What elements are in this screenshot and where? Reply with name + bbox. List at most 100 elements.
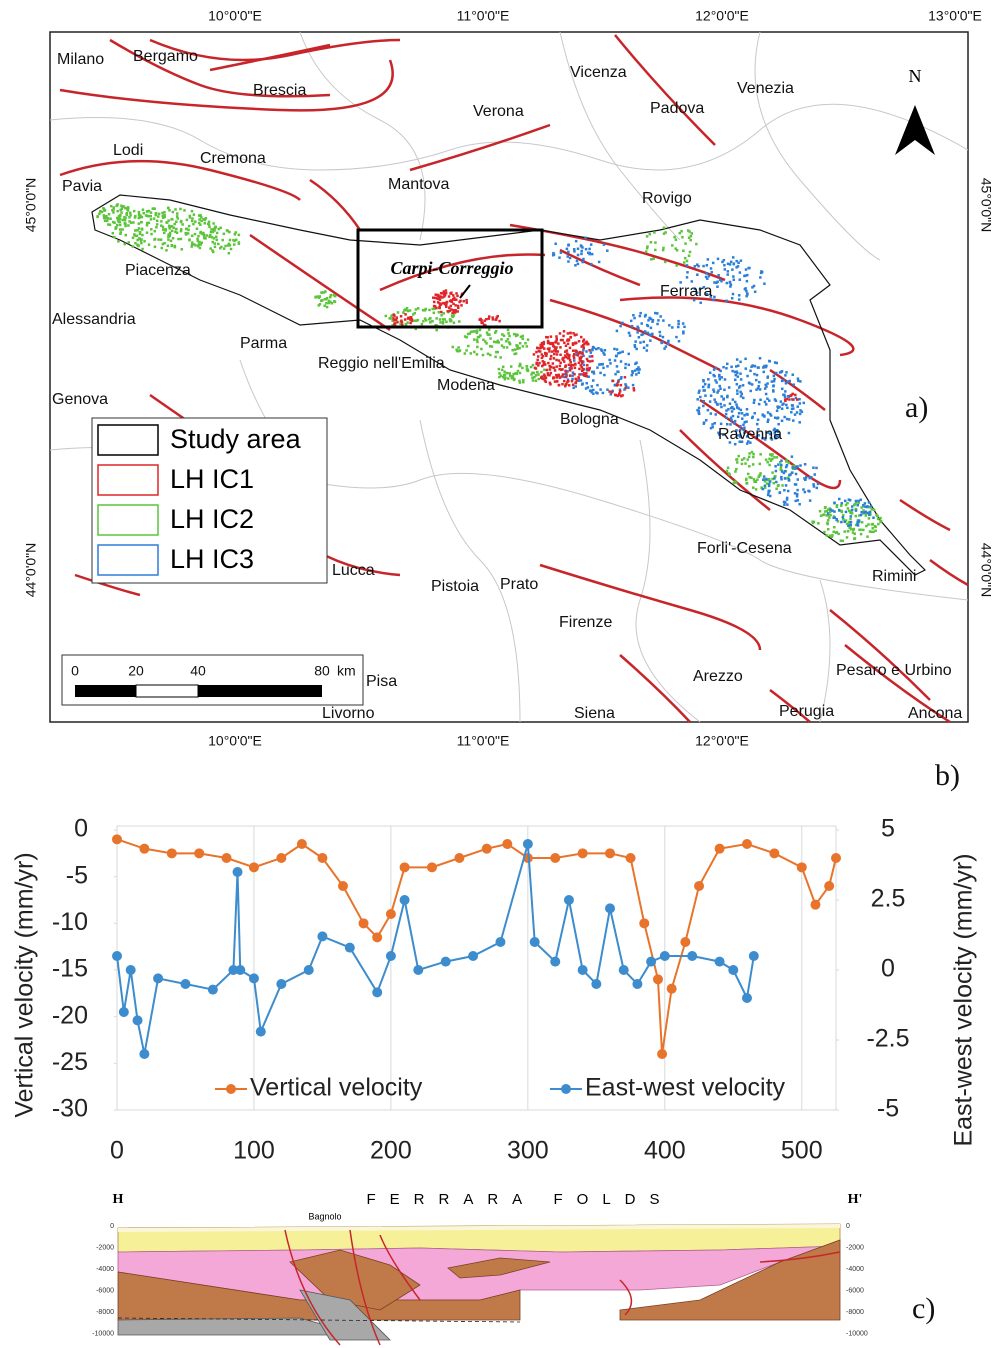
- scatterer: [506, 328, 510, 332]
- scatterer: [841, 516, 845, 519]
- scatterer: [686, 271, 689, 274]
- scatterer: [831, 534, 834, 537]
- scatterer: [794, 466, 798, 470]
- scatterer: [793, 413, 797, 416]
- leader-line: [459, 284, 471, 299]
- scatterer: [848, 520, 851, 524]
- scatterer: [446, 310, 449, 313]
- scatterer: [581, 351, 584, 354]
- scatterer: [685, 276, 689, 279]
- scatterer: [438, 298, 442, 301]
- scatterer: [404, 323, 408, 326]
- scatterer: [720, 376, 724, 379]
- scatterer: [564, 344, 568, 347]
- scatterer: [128, 220, 131, 223]
- scatterer: [573, 362, 577, 366]
- scatterer: [505, 371, 509, 375]
- scatterer: [754, 480, 758, 483]
- scatterer: [751, 415, 755, 419]
- scatterer: [767, 489, 770, 493]
- legend-label: Vertical velocity: [250, 1074, 423, 1102]
- scatterer: [596, 366, 599, 369]
- scatterer: [783, 393, 786, 397]
- scatterer: [434, 293, 437, 296]
- scatterer: [699, 301, 702, 305]
- scatterer: [696, 273, 699, 276]
- scatterer: [831, 509, 834, 512]
- scatterer: [161, 225, 165, 229]
- place-label: Venezia: [737, 80, 794, 97]
- scatterer: [488, 315, 491, 318]
- scatterer: [624, 384, 628, 388]
- scatterer: [548, 368, 552, 371]
- scatterer: [796, 478, 800, 481]
- scatterer: [722, 397, 725, 400]
- scatterer: [454, 308, 457, 312]
- scatterer: [558, 364, 562, 368]
- scatterer: [602, 351, 605, 355]
- scatterer: [716, 391, 719, 394]
- scatterer: [546, 341, 550, 345]
- scatterer: [575, 333, 578, 336]
- x-tick-label: 200: [370, 1137, 412, 1165]
- scatterer: [513, 377, 516, 381]
- scatterer: [106, 217, 110, 220]
- scatterer: [518, 342, 522, 345]
- scatterer: [701, 385, 705, 389]
- scatterer: [662, 232, 666, 235]
- inset-box: [356, 228, 544, 329]
- data-point: [680, 937, 691, 947]
- scatterer: [674, 247, 677, 250]
- scatterer: [457, 346, 460, 349]
- scatterer: [774, 429, 777, 433]
- y-axis-title: Vertical velocity (mm/yr): [11, 852, 39, 1117]
- scatterer: [656, 322, 659, 326]
- scatterer: [384, 314, 388, 318]
- scatterer: [723, 268, 727, 271]
- scatterer: [168, 234, 172, 238]
- scatterer: [796, 398, 799, 401]
- scatterer: [407, 316, 410, 320]
- scatterer: [716, 280, 719, 284]
- scatterer: [442, 295, 446, 298]
- scatterer: [874, 529, 877, 532]
- scatterer: [190, 245, 193, 248]
- scatterer: [135, 234, 139, 238]
- scatterer: [717, 389, 720, 392]
- scatterer: [731, 369, 734, 373]
- scatterer: [481, 321, 484, 325]
- scatterer: [795, 411, 799, 414]
- scatterer: [627, 386, 630, 389]
- scatterer: [573, 372, 576, 376]
- scatterer: [484, 340, 487, 343]
- scatterer: [128, 216, 131, 219]
- scatterer: [500, 368, 504, 372]
- scatterer: [728, 263, 732, 266]
- scatterer: [209, 230, 213, 234]
- scatterer: [580, 252, 583, 256]
- depth-label: -10000: [846, 1330, 868, 1337]
- scatterer: [671, 326, 674, 329]
- scatterer: [129, 221, 133, 224]
- scatterer: [569, 335, 573, 339]
- scatterer: [807, 489, 810, 493]
- scatterer: [601, 363, 604, 366]
- scatterer: [476, 345, 479, 349]
- scatterer: [785, 397, 789, 401]
- scatterer: [455, 348, 458, 352]
- scatterer: [572, 352, 576, 356]
- scatterer: [826, 519, 830, 522]
- scatterer: [735, 403, 738, 406]
- scatterer: [323, 304, 326, 307]
- scatterer: [518, 379, 521, 383]
- scatterer: [743, 431, 746, 434]
- scatterer: [511, 375, 514, 378]
- scatterer: [649, 326, 653, 330]
- scatterer: [571, 377, 574, 381]
- scatterer: [599, 363, 602, 366]
- scatterer: [435, 328, 438, 332]
- scatterer: [738, 440, 741, 443]
- scatterer: [171, 210, 175, 214]
- scatterer: [718, 373, 721, 377]
- scatterer: [140, 220, 143, 224]
